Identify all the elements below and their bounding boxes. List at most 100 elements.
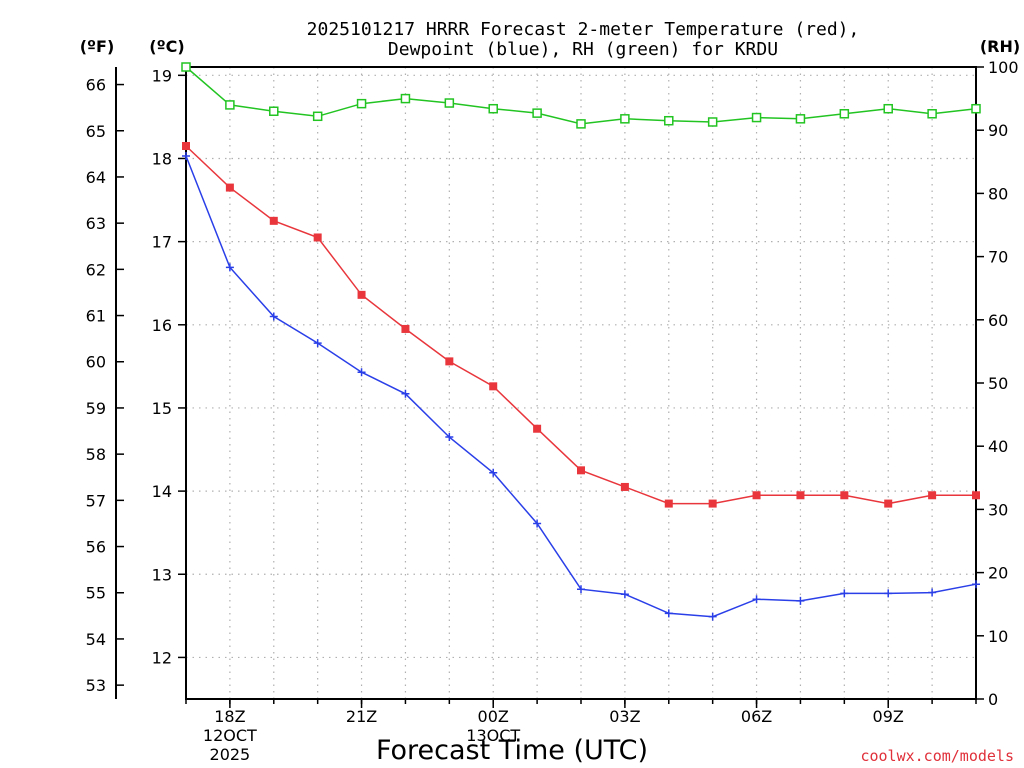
rh-tick-label: 50 — [988, 374, 1008, 393]
rh-point — [751, 112, 762, 123]
series-layer — [181, 62, 981, 621]
x-date-label: 13OCT — [466, 726, 520, 745]
fahrenheit-tick-label: 57 — [86, 491, 106, 510]
chart-title-line1: 2025101217 HRRR Forecast 2-meter Tempera… — [307, 19, 860, 40]
rh-point — [225, 100, 235, 110]
x-axis-title: Forecast Time (UTC) — [376, 735, 648, 766]
rh-point — [707, 117, 718, 127]
temperature-point — [928, 491, 937, 500]
dewpoint-point — [928, 588, 937, 597]
fahrenheit-tick-label: 62 — [86, 260, 106, 279]
rh-point — [312, 111, 323, 122]
rh-tick-label: 80 — [988, 184, 1008, 203]
rh-point — [356, 98, 367, 109]
dewpoint-point — [313, 339, 322, 348]
celsius-tick-label: 16 — [152, 316, 172, 335]
temperature-point — [182, 142, 190, 150]
celsius-tick-label: 15 — [152, 399, 172, 418]
rh-point — [444, 98, 455, 108]
fahrenheit-tick-label: 63 — [86, 214, 106, 233]
temperature-point — [796, 491, 805, 500]
x-tick-label: 21Z — [346, 707, 377, 726]
dewpoint-point — [269, 312, 278, 321]
celsius-tick-label: 13 — [152, 565, 172, 584]
dewpoint-point — [489, 468, 498, 477]
fahrenheit-tick-label: 65 — [86, 122, 106, 141]
dewpoint-point — [533, 519, 542, 528]
dewpoint-point — [182, 151, 190, 160]
celsius-tick-label: 14 — [152, 482, 172, 501]
rh-point — [664, 115, 674, 126]
fahrenheit-tick-label: 53 — [86, 676, 106, 695]
temperature-point — [313, 233, 322, 242]
rh-tick-label: 0 — [988, 690, 998, 709]
fahrenheit-tick-label: 55 — [86, 584, 106, 603]
rh-tick-label: 90 — [988, 121, 1008, 140]
celsius-unit-label: (ºC) — [149, 37, 184, 56]
x-tick-label: 00Z — [478, 707, 509, 726]
rh-point — [269, 106, 279, 116]
rh-point — [400, 93, 411, 104]
rh-point — [532, 108, 542, 118]
temperature-point — [840, 491, 849, 500]
dewpoint-point — [577, 585, 585, 594]
dewpoint-point — [840, 589, 849, 598]
celsius-tick-label: 19 — [152, 66, 172, 85]
rh-point — [795, 114, 806, 124]
temperature-point — [708, 499, 717, 508]
celsius-tick-label: 18 — [152, 149, 172, 168]
fahrenheit-tick-label: 59 — [86, 399, 106, 418]
rh-point — [883, 103, 893, 114]
dewpoint-point — [225, 263, 234, 272]
axis-layer: 12 13 14 15 16 17 18 19 53 54 55 56 57 58 59 60 61 62 63 64… — [86, 58, 1019, 764]
rh-unit-label: (RH) — [980, 37, 1020, 56]
celsius-tick-label: 12 — [152, 648, 172, 667]
dewpoint-point — [972, 580, 980, 589]
temperature-point — [752, 491, 761, 500]
temperature-point — [445, 357, 454, 366]
chart-title-line2: Dewpoint (blue), RH (green) for KRDU — [388, 39, 778, 60]
temperature-point — [620, 482, 629, 491]
fahrenheit-tick-label: 66 — [86, 76, 106, 95]
x-year-label: 2025 — [210, 745, 251, 764]
temperature-point — [533, 424, 542, 433]
x-tick-label: 03Z — [609, 707, 640, 726]
rh-tick-label: 60 — [988, 311, 1008, 330]
dewpoint-point — [401, 389, 410, 398]
rh-point — [839, 109, 850, 119]
rh-tick-label: 70 — [988, 248, 1008, 267]
rh-point — [181, 62, 191, 72]
temperature-point — [401, 324, 410, 333]
plot-frame — [185, 66, 977, 700]
fahrenheit-tick-label: 64 — [86, 168, 106, 187]
fahrenheit-tick-label: 58 — [86, 445, 106, 464]
rh-tick-label: 10 — [988, 627, 1008, 646]
x-tick-label: 18Z — [214, 707, 245, 726]
temperature-point — [577, 466, 585, 475]
fahrenheit-tick-label: 60 — [86, 353, 106, 372]
temperature-point — [884, 499, 893, 508]
dewpoint-point — [708, 612, 717, 621]
temperature-point — [972, 491, 980, 500]
dewpoint-point — [752, 595, 761, 604]
dewpoint-point — [884, 589, 893, 598]
temperature-point — [357, 290, 366, 299]
dewpoint-point — [357, 368, 366, 377]
rh-point — [971, 103, 981, 114]
rh-tick-label: 40 — [988, 437, 1008, 456]
grid-layer — [186, 67, 976, 699]
rh-point — [488, 103, 498, 114]
rh-tick-label: 100 — [988, 58, 1019, 77]
credit-text: coolwx.com/models — [860, 747, 1014, 765]
fahrenheit-unit-label: (ºF) — [80, 37, 115, 56]
temperature-point — [489, 382, 498, 391]
rh-point — [927, 109, 937, 119]
fahrenheit-tick-label: 56 — [86, 538, 106, 557]
dewpoint-point — [620, 590, 629, 599]
temperature-point — [225, 183, 234, 192]
x-tick-label: 09Z — [873, 707, 904, 726]
rh-tick-label: 30 — [988, 500, 1008, 519]
fahrenheit-tick-label: 54 — [86, 630, 106, 649]
celsius-tick-label: 17 — [152, 233, 172, 252]
